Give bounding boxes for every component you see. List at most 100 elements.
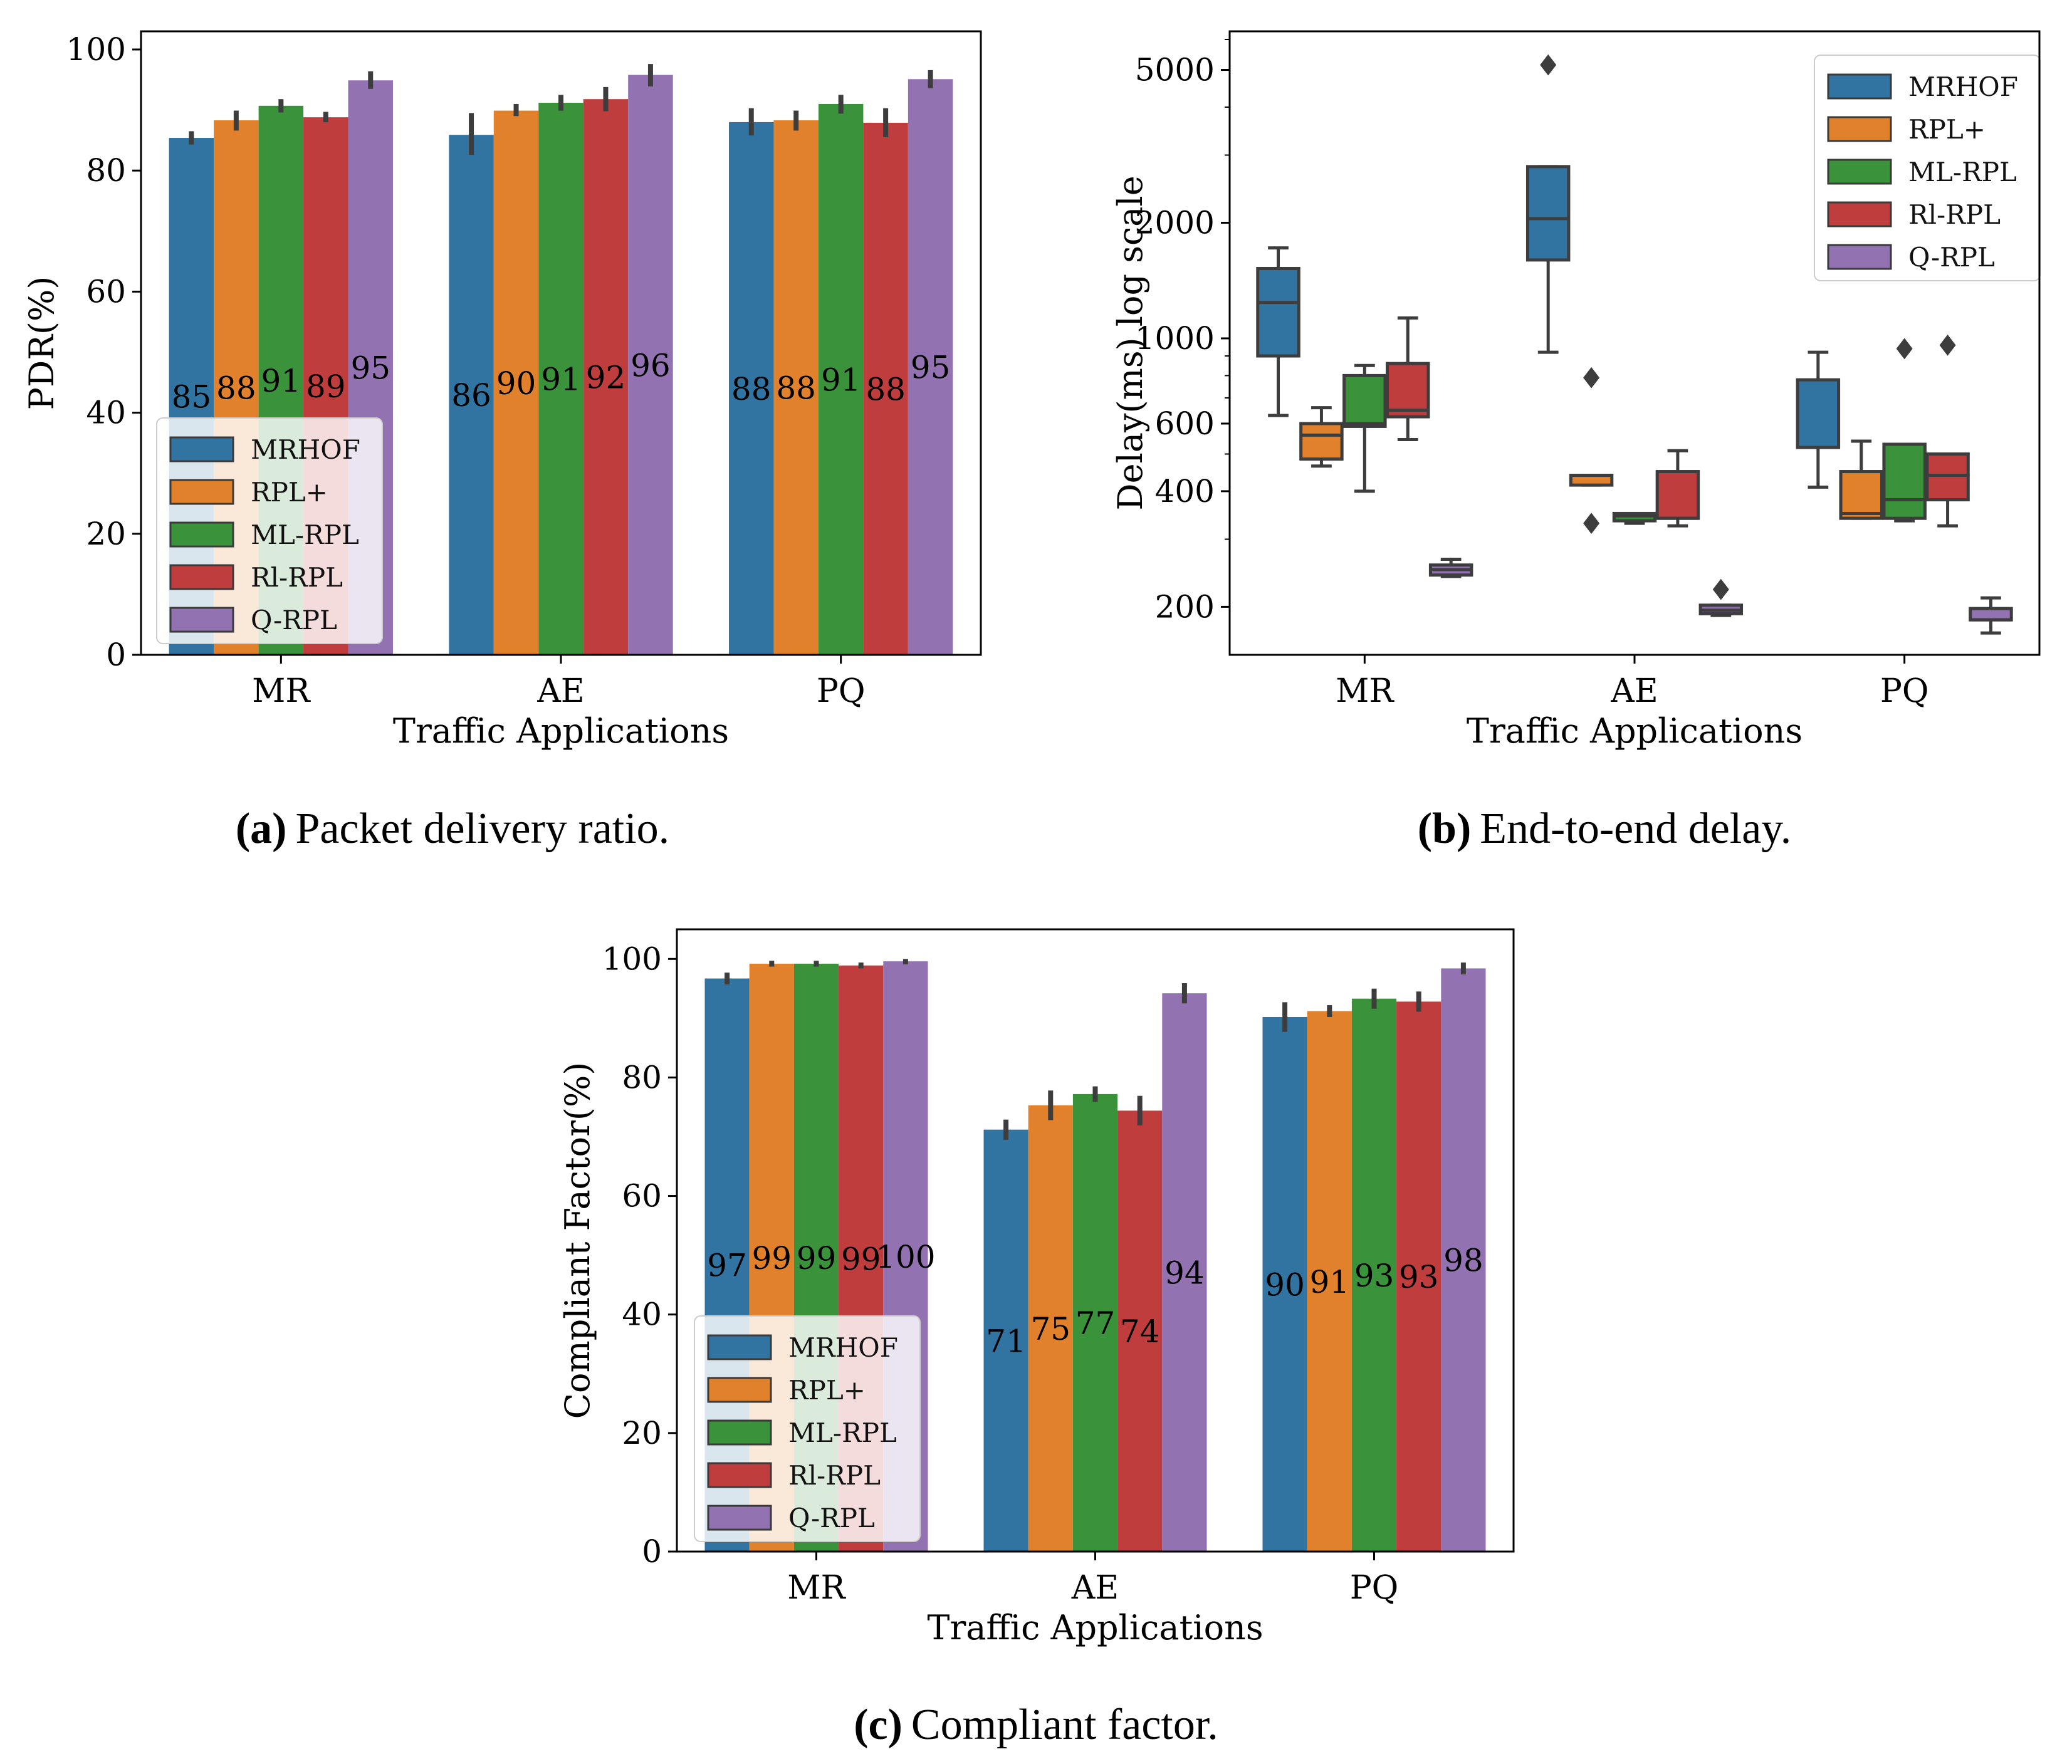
cf-ylabel: Compliant Factor(%) <box>558 1062 597 1419</box>
pdr-frame <box>140 30 982 656</box>
pdr-bar-ml-rpl <box>538 102 583 655</box>
pdr-bar-label: 95 <box>911 350 951 386</box>
cf-bar-rl-rpl <box>1117 1110 1163 1552</box>
cf-bar-ml-rpl <box>1072 1093 1118 1552</box>
caption-b-letter: (b) <box>1418 805 1472 853</box>
pdr-legend-swatch-ml-rpl <box>169 521 234 548</box>
cf-bar-label: 77 <box>1075 1305 1116 1342</box>
cf-bar-label: 99 <box>797 1240 837 1276</box>
delay-ytick-label: 400 <box>1155 473 1215 509</box>
pdr-legend-label: RPL+ <box>251 477 328 508</box>
cf-legend-label: MRHOF <box>788 1332 898 1363</box>
cf-bar-label: 74 <box>1120 1313 1160 1350</box>
delay-box-mrhof <box>1525 165 1571 262</box>
pdr-bar-label: 88 <box>731 371 772 407</box>
cf-legend-label: RPL+ <box>788 1375 866 1406</box>
delay-box-rpl- <box>1299 422 1344 461</box>
cf-bar-label: 94 <box>1164 1255 1205 1292</box>
pdr-bar-mrhof <box>729 122 774 655</box>
delay-xtick-label: AE <box>1610 672 1658 710</box>
delay-flier-rpl- <box>1583 513 1600 535</box>
caption-c-letter: (c) <box>854 1701 903 1749</box>
cf-xtick-label: AE <box>1071 1569 1119 1607</box>
pdr-bar-label: 96 <box>630 347 671 384</box>
pdr-ytick-label: 0 <box>106 637 126 673</box>
delay-xtick-label: MR <box>1336 672 1394 710</box>
delay-box-rpl- <box>1839 470 1883 520</box>
cf-bar-rl-rpl <box>1396 1001 1442 1552</box>
pdr-ytick-label: 20 <box>86 516 126 552</box>
delay-legend: MRHOF RPL+ ML-RPL Rl-RPL Q-RPL <box>1814 55 2041 281</box>
delay-box-mrhof <box>1796 378 1841 449</box>
delay-ytick-label: 2000 <box>1135 204 1215 241</box>
pdr-bar-label: 86 <box>451 377 491 414</box>
cf-legend-label: Rl-RPL <box>788 1460 881 1491</box>
cf-ytick-label: 100 <box>602 941 662 977</box>
pdr-xlabel: Traffic Applications <box>393 711 729 751</box>
pdr-xtick-label: PQ <box>817 672 866 710</box>
cf-bar-mrhof <box>1262 1016 1307 1552</box>
cf-frame <box>676 928 1515 1553</box>
delay-legend-swatch-q-rpl <box>1827 244 1892 270</box>
cf-bar-q-rpl <box>1441 968 1486 1552</box>
delay-legend-label: ML-RPL <box>1908 157 2017 187</box>
pdr-bar-label: 90 <box>496 365 536 402</box>
cf-bar-rpl- <box>1028 1105 1073 1552</box>
cf-bar-label: 75 <box>1030 1311 1070 1347</box>
pdr-bar-label: 89 <box>306 368 346 405</box>
caption-b: (b) End-to-end delay. <box>1418 805 1792 853</box>
cf-xtick-label: MR <box>787 1569 846 1607</box>
cf-bar-label: 99 <box>751 1240 792 1276</box>
pdr-legend-swatch-rpl- <box>169 479 234 505</box>
delay-legend-swatch-rpl- <box>1827 116 1892 142</box>
pdr-bar-label: 88 <box>866 371 906 407</box>
cf-bar-label: 90 <box>1265 1266 1305 1303</box>
cf-bar-mrhof <box>983 1129 1028 1552</box>
pdr-bar-q-rpl <box>908 79 953 655</box>
cf-bar-label: 91 <box>1309 1264 1349 1300</box>
delay-legend-label: Q-RPL <box>1908 242 1995 273</box>
pdr-legend-label: Rl-RPL <box>251 562 343 593</box>
pdr-legend-label: Q-RPL <box>251 605 337 635</box>
delay-ytick-label: 200 <box>1155 588 1215 625</box>
pdr-bar-label: 91 <box>541 361 581 397</box>
delay-legend-label: MRHOF <box>1908 71 2018 102</box>
cf-legend-swatch-mrhof <box>707 1334 772 1360</box>
panel-b-delay-chart: MRHOF RPL+ ML-RPL Rl-RPL Q-RPL 200 400 600 1000 2… <box>1111 30 2041 751</box>
cf-bar-label: 98 <box>1443 1243 1483 1279</box>
pdr-xtick-label: MR <box>252 672 311 710</box>
cf-bar-label: 93 <box>1354 1258 1394 1294</box>
delay-box-mrhof <box>1256 267 1300 358</box>
delay-xtick-label: PQ <box>1880 672 1929 710</box>
delay-box-rl-rpl <box>1655 470 1700 520</box>
cf-bar-label: 99 <box>841 1241 881 1277</box>
delay-legend-swatch-mrhof <box>1827 73 1892 100</box>
delay-legend-label: Rl-RPL <box>1908 199 2001 230</box>
cf-ytick-label: 60 <box>622 1178 662 1214</box>
pdr-legend-swatch-rl-rpl <box>169 564 234 590</box>
pdr-ytick-label: 80 <box>86 152 126 189</box>
cf-ytick-label: 0 <box>642 1533 662 1570</box>
cf-legend-swatch-rpl- <box>707 1377 772 1403</box>
pdr-ytick-label: 60 <box>86 273 126 310</box>
delay-legend-label: RPL+ <box>1908 114 1986 145</box>
cf-ytick-label: 40 <box>622 1297 662 1333</box>
cf-xlabel: Traffic Applications <box>927 1608 1263 1647</box>
cf-xtick-label: PQ <box>1350 1569 1399 1607</box>
delay-ytick-label: 5000 <box>1135 52 1215 88</box>
caption-b-text: End-to-end delay. <box>1480 805 1791 853</box>
pdr-bar-rpl- <box>773 120 819 655</box>
cf-ytick-label: 20 <box>622 1415 662 1451</box>
cf-legend-label: ML-RPL <box>788 1417 897 1448</box>
caption-c: (c) Compliant factor. <box>854 1701 1218 1749</box>
delay-ytick-label: 600 <box>1155 405 1215 442</box>
caption-a-text: Packet delivery ratio. <box>295 805 669 853</box>
delay-xlabel: Traffic Applications <box>1467 711 1803 751</box>
delay-ylabel: Delay(ms) log scale <box>1111 175 1150 510</box>
pdr-legend-swatch-mrhof <box>169 436 234 462</box>
pdr-bar-q-rpl <box>628 75 673 655</box>
delay-flier-q-rpl <box>1712 578 1729 600</box>
cf-bar-q-rpl <box>1162 993 1207 1552</box>
